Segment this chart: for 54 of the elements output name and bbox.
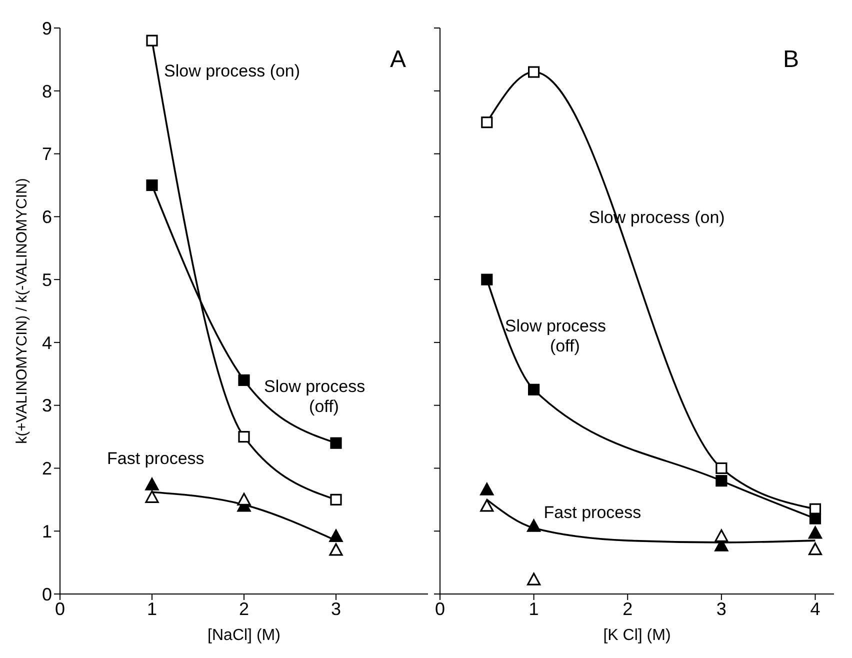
point xyxy=(808,526,822,539)
x-tick-label: 0 xyxy=(54,598,66,619)
point xyxy=(329,543,343,556)
point xyxy=(237,492,251,506)
series-label: Slow process (off) xyxy=(264,377,366,416)
y-tick-label: 4 xyxy=(42,332,52,353)
point xyxy=(809,512,822,524)
point xyxy=(329,529,343,542)
y-tick-label: 3 xyxy=(42,396,52,416)
point xyxy=(330,494,342,506)
point xyxy=(527,572,541,586)
point xyxy=(238,374,250,386)
point xyxy=(480,499,494,512)
point xyxy=(716,462,728,474)
point xyxy=(527,519,541,532)
point xyxy=(528,66,540,78)
point xyxy=(146,34,158,46)
y-axis-title: k(+VALINOMYCIN) / k(-VALINOMYCIN) xyxy=(14,178,30,444)
point xyxy=(716,475,728,487)
y-tick-label: 7 xyxy=(42,144,52,164)
x-axis-title: [K Cl] (M) xyxy=(603,627,671,644)
y-tick-label: 5 xyxy=(42,270,52,290)
point xyxy=(480,482,494,496)
y-tick-label: 9 xyxy=(42,18,52,38)
series-label: Slow process (off) xyxy=(504,316,606,356)
point xyxy=(146,179,158,192)
point xyxy=(528,384,540,396)
series-label: Fast process xyxy=(544,502,642,522)
y-tick-label: 6 xyxy=(42,207,52,228)
x-tick-label: 4 xyxy=(810,598,820,619)
y-tick-label: 0 xyxy=(42,584,52,604)
series-label: Fast process xyxy=(107,449,204,468)
x-tick-label: 3 xyxy=(330,598,342,619)
x-tick-label: 1 xyxy=(528,598,539,619)
text: B xyxy=(782,46,799,74)
x-tick-label: 0 xyxy=(434,598,446,619)
point xyxy=(714,529,728,542)
point xyxy=(145,478,159,490)
x-tick-label: 3 xyxy=(716,598,726,619)
x-tick-label: 2 xyxy=(238,598,250,619)
y-tick-label: 2 xyxy=(42,458,52,479)
point xyxy=(238,430,250,443)
series-label: Slow process (on) xyxy=(164,62,300,81)
x-axis-title: [NaCl] (M) xyxy=(208,627,280,644)
x-tick-label: 2 xyxy=(622,598,633,619)
point xyxy=(481,274,493,286)
point xyxy=(145,490,159,503)
y-tick-label: 1 xyxy=(42,522,52,542)
x-tick-label: 1 xyxy=(146,598,158,619)
point xyxy=(808,542,822,556)
point xyxy=(481,116,493,128)
y-tick-label: 8 xyxy=(42,81,52,102)
text: A xyxy=(390,46,406,74)
point xyxy=(330,437,342,449)
